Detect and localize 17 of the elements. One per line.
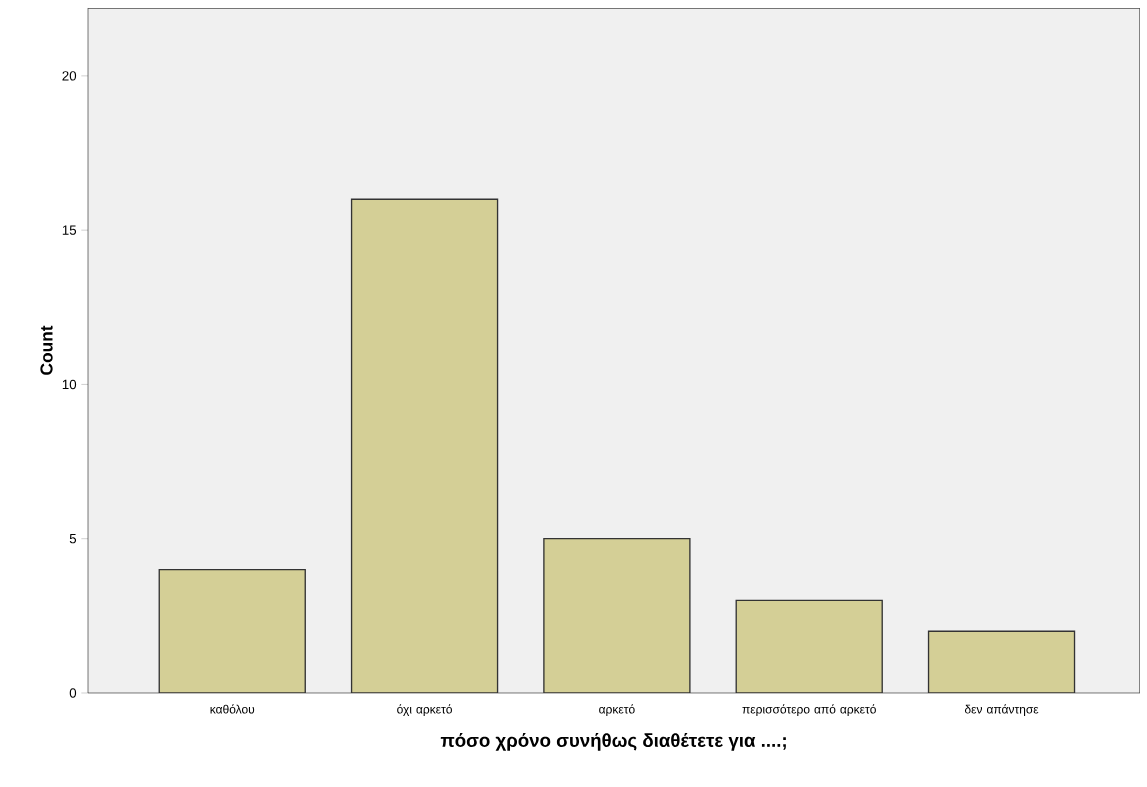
x-tick-label: όχι αρκετό — [397, 704, 452, 716]
y-tick-label: 15 — [62, 225, 77, 235]
bar — [927, 630, 1076, 693]
x-tick-label: αρκετό — [599, 704, 635, 716]
y-axis-title: Count — [40, 325, 53, 375]
x-axis-title: πόσο χρόνο συνήθως διαθέτετε για ....; — [440, 733, 786, 751]
x-tick-label: καθόλου — [210, 704, 255, 714]
x-tick-label: δεν απάντησε — [964, 704, 1039, 716]
bar — [543, 538, 691, 693]
y-tick-label: 0 — [69, 688, 77, 698]
y-tick-label: 5 — [69, 534, 77, 544]
y-tick-label: 20 — [62, 71, 77, 81]
bar — [158, 568, 306, 693]
x-tick-label: περισσότερο από αρκετό — [742, 704, 876, 716]
bar — [350, 198, 499, 693]
bar — [735, 599, 883, 693]
y-tick-label: 10 — [62, 379, 77, 390]
